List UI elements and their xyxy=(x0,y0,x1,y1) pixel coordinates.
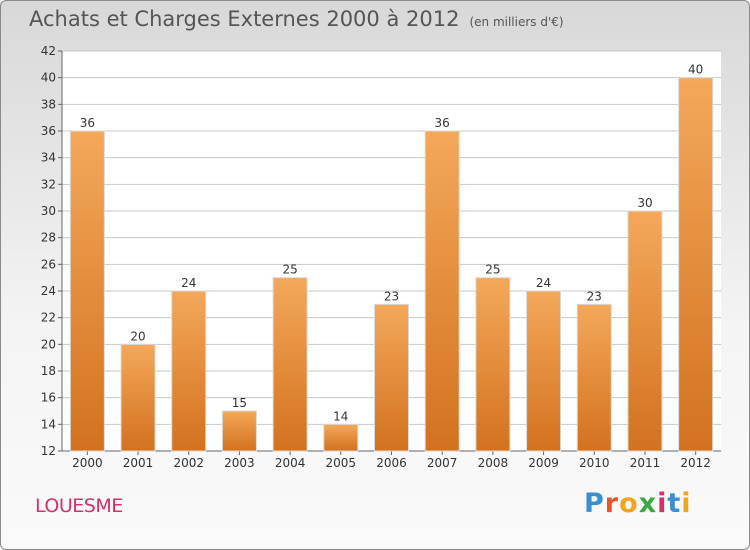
bar-2004 xyxy=(272,277,308,452)
y-tick-label: 14 xyxy=(41,417,56,431)
data-label-2006: 23 xyxy=(384,289,399,303)
y-tick-label: 36 xyxy=(41,124,56,138)
data-labels: 36 20 24 15 25 14 23 36 25 24 23 30 40 xyxy=(80,63,704,424)
x-tick-label: 2008 xyxy=(478,456,509,470)
bar-2005 xyxy=(323,423,359,452)
y-tick-label: 22 xyxy=(41,311,56,325)
x-tick-label: 2012 xyxy=(680,456,711,470)
data-label-2000: 36 xyxy=(80,116,95,130)
data-label-2002: 24 xyxy=(181,276,196,290)
bar-2007 xyxy=(424,130,460,452)
bar-2011 xyxy=(627,210,663,452)
y-tick-label: 12 xyxy=(41,444,56,458)
bar-2006 xyxy=(374,303,409,452)
y-tick-label: 42 xyxy=(41,44,56,58)
data-label-2001: 20 xyxy=(130,329,145,343)
data-label-2008: 25 xyxy=(485,263,500,277)
y-tick-label: 30 xyxy=(41,204,56,218)
bar-2010 xyxy=(576,303,612,452)
data-label-2007: 36 xyxy=(435,116,450,130)
x-tick-label: 2000 xyxy=(72,456,103,470)
y-tick-label: 28 xyxy=(41,231,56,245)
bar-2001 xyxy=(120,343,156,452)
y-tick-label: 18 xyxy=(41,364,56,378)
data-label-2004: 25 xyxy=(282,263,297,277)
data-label-2003: 15 xyxy=(232,396,247,410)
x-tick-label: 2005 xyxy=(326,456,357,470)
y-tick-label: 16 xyxy=(41,391,56,405)
x-tick-label: 2004 xyxy=(275,456,306,470)
x-tick-label: 2002 xyxy=(173,456,204,470)
x-tick-label: 2009 xyxy=(528,456,559,470)
y-tick-label: 26 xyxy=(41,257,56,271)
y-tick-label: 40 xyxy=(41,71,56,85)
y-tick-label: 38 xyxy=(41,97,56,111)
data-label-2005: 14 xyxy=(333,409,348,423)
title-text: Achats et Charges Externes 2000 à 2012 xyxy=(29,7,460,31)
place-name: LOUESME xyxy=(35,495,123,517)
data-label-2012: 40 xyxy=(688,63,703,77)
x-tick-label: 2011 xyxy=(630,456,661,470)
bar-2000 xyxy=(69,130,105,452)
x-tick-label: 2010 xyxy=(579,456,610,470)
bar-2008 xyxy=(475,277,511,452)
y-tick-label: 32 xyxy=(41,177,56,191)
y-tick-label: 24 xyxy=(41,284,56,298)
y-tick-label: 34 xyxy=(41,151,56,165)
y-tick-label: 20 xyxy=(41,337,56,351)
bar-2009 xyxy=(526,290,562,452)
x-tick-label: 2006 xyxy=(376,456,407,470)
x-tick-label: 2001 xyxy=(123,456,154,470)
x-tick-label: 2007 xyxy=(427,456,458,470)
bar-2012 xyxy=(678,77,714,452)
bar-2002 xyxy=(171,290,207,452)
data-label-2011: 30 xyxy=(637,196,652,210)
bar-2003 xyxy=(221,410,257,452)
chart-title: Achats et Charges Externes 2000 à 2012 (e… xyxy=(29,7,564,31)
chart-subtitle: (en milliers d'€) xyxy=(469,15,564,29)
proxiti-logo: Proxiti xyxy=(584,488,692,519)
bars xyxy=(69,77,714,452)
x-tick-label: 2003 xyxy=(224,456,255,470)
data-label-2009: 24 xyxy=(536,276,551,290)
data-label-2010: 23 xyxy=(587,289,602,303)
